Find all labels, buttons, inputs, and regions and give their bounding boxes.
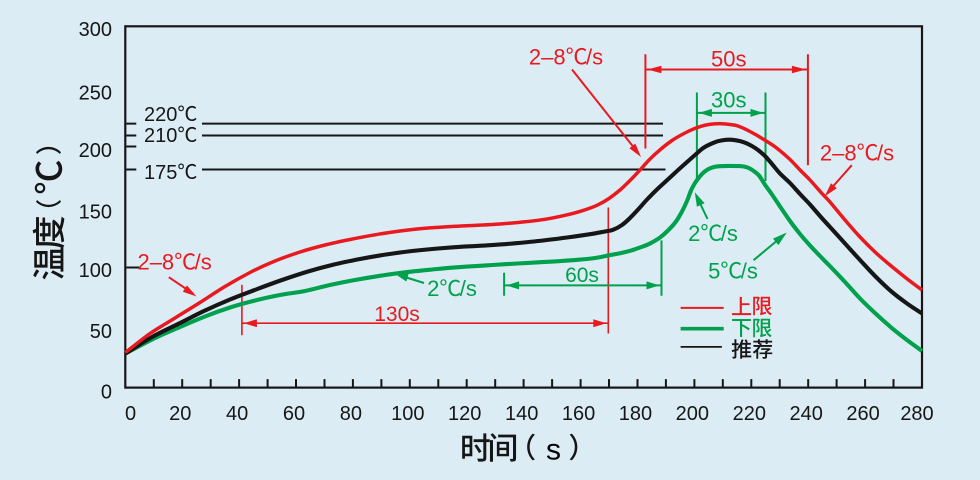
svg-text:2–8: 2–8 [529, 44, 566, 69]
svg-text:/s: /s [877, 140, 894, 165]
svg-text:50: 50 [90, 321, 112, 343]
svg-text:210: 210 [144, 125, 177, 147]
svg-text:200: 200 [79, 140, 112, 162]
svg-text:160: 160 [562, 403, 595, 425]
svg-text:50s: 50s [711, 47, 746, 72]
svg-text:2: 2 [688, 221, 700, 246]
svg-text:2–8: 2–8 [137, 250, 174, 275]
svg-text:150: 150 [79, 201, 112, 223]
svg-text:/s: /s [586, 44, 603, 69]
svg-text:280: 280 [900, 403, 933, 425]
svg-text:260: 260 [846, 403, 879, 425]
svg-text:175: 175 [144, 162, 177, 184]
svg-text:100: 100 [391, 403, 424, 425]
svg-text:220: 220 [733, 403, 766, 425]
svg-text:200: 200 [676, 403, 709, 425]
svg-text:5: 5 [708, 258, 720, 283]
svg-text:2: 2 [427, 276, 439, 301]
svg-text:/s: /s [721, 221, 738, 246]
svg-text:140: 140 [505, 403, 538, 425]
svg-text:30s: 30s [711, 88, 746, 113]
svg-text:2–8: 2–8 [820, 140, 857, 165]
svg-text:/s: /s [741, 258, 758, 283]
svg-text:100: 100 [79, 260, 112, 282]
svg-text:240: 240 [789, 403, 822, 425]
svg-text:250: 250 [79, 82, 112, 104]
svg-text:60s: 60s [565, 264, 599, 287]
svg-text:60: 60 [283, 403, 305, 425]
svg-text:0: 0 [125, 403, 136, 425]
svg-text:s: s [546, 434, 561, 467]
svg-text:20: 20 [169, 403, 191, 425]
svg-text:180: 180 [619, 403, 652, 425]
svg-text:40: 40 [226, 403, 248, 425]
svg-text:/s: /s [460, 276, 477, 301]
svg-text:120: 120 [448, 403, 481, 425]
svg-text:/s: /s [195, 250, 212, 275]
svg-text:0: 0 [101, 381, 112, 403]
svg-text:220: 220 [144, 104, 177, 126]
svg-text:130s: 130s [374, 303, 420, 326]
svg-text:80: 80 [340, 403, 362, 425]
svg-text:300: 300 [79, 19, 112, 41]
